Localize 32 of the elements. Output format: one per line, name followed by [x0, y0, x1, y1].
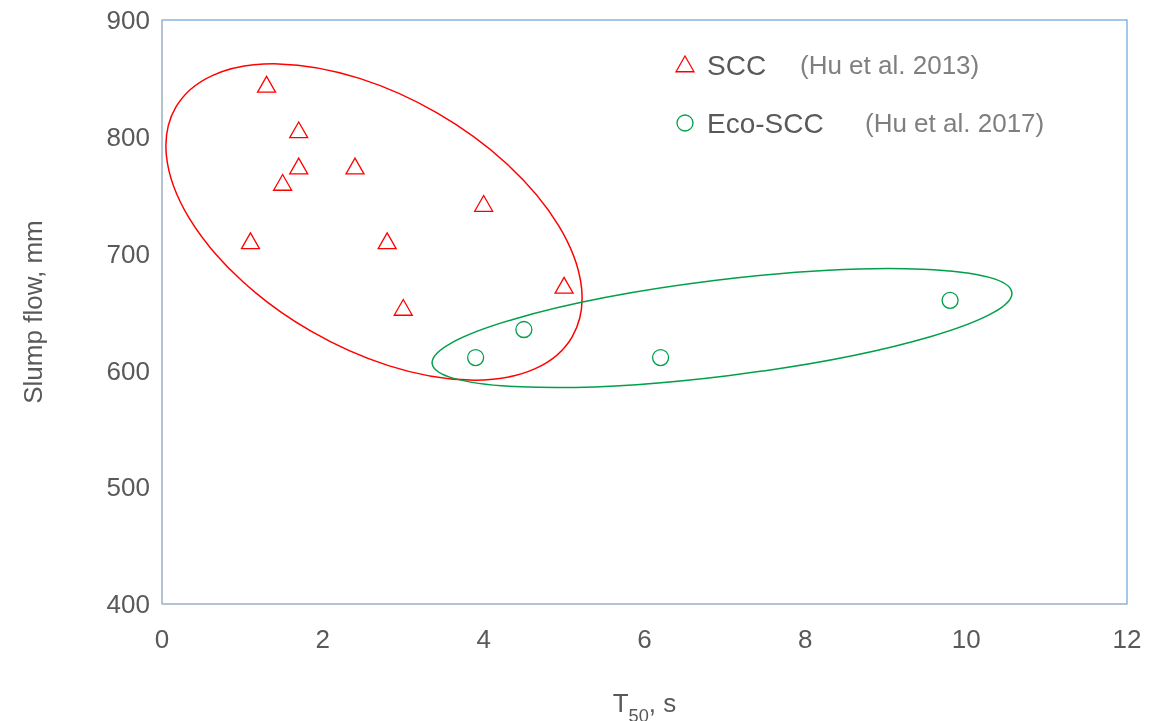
- point: [651, 348, 670, 367]
- point: [515, 320, 533, 339]
- point: [240, 232, 261, 250]
- point: [941, 291, 959, 309]
- x-tick-label: 8: [798, 624, 813, 654]
- x-tick-label: 6: [637, 624, 652, 654]
- y-tick-label: 800: [106, 121, 150, 152]
- point: [554, 276, 574, 294]
- legend-label: Eco-SCC: [707, 107, 824, 139]
- point: [393, 298, 413, 316]
- y-tick-label: 900: [106, 5, 150, 36]
- point: [289, 157, 309, 175]
- y-tick-label: 700: [106, 238, 150, 269]
- point: [272, 173, 293, 191]
- y-axis-title: Slump flow, mm: [18, 220, 48, 404]
- x-tick-label: 0: [154, 624, 170, 654]
- point: [377, 232, 397, 250]
- point: [256, 75, 277, 93]
- annotation: (Hu et al. 2013): [800, 50, 980, 81]
- y-tick-label: 600: [106, 355, 150, 386]
- x-tick-label: 10: [951, 624, 981, 654]
- y-tick-label: 500: [106, 472, 150, 503]
- x-tick-label: 12: [1112, 624, 1142, 654]
- x-tick-label: 2: [315, 624, 331, 654]
- legend-label: SCC: [707, 49, 767, 81]
- point: [474, 194, 494, 212]
- x-tick-label: 4: [476, 624, 491, 654]
- annotation: (Hu et al. 2017): [865, 108, 1045, 139]
- point: [466, 348, 485, 367]
- point: [345, 157, 365, 175]
- point: [289, 121, 309, 139]
- y-tick-label: 400: [106, 589, 150, 620]
